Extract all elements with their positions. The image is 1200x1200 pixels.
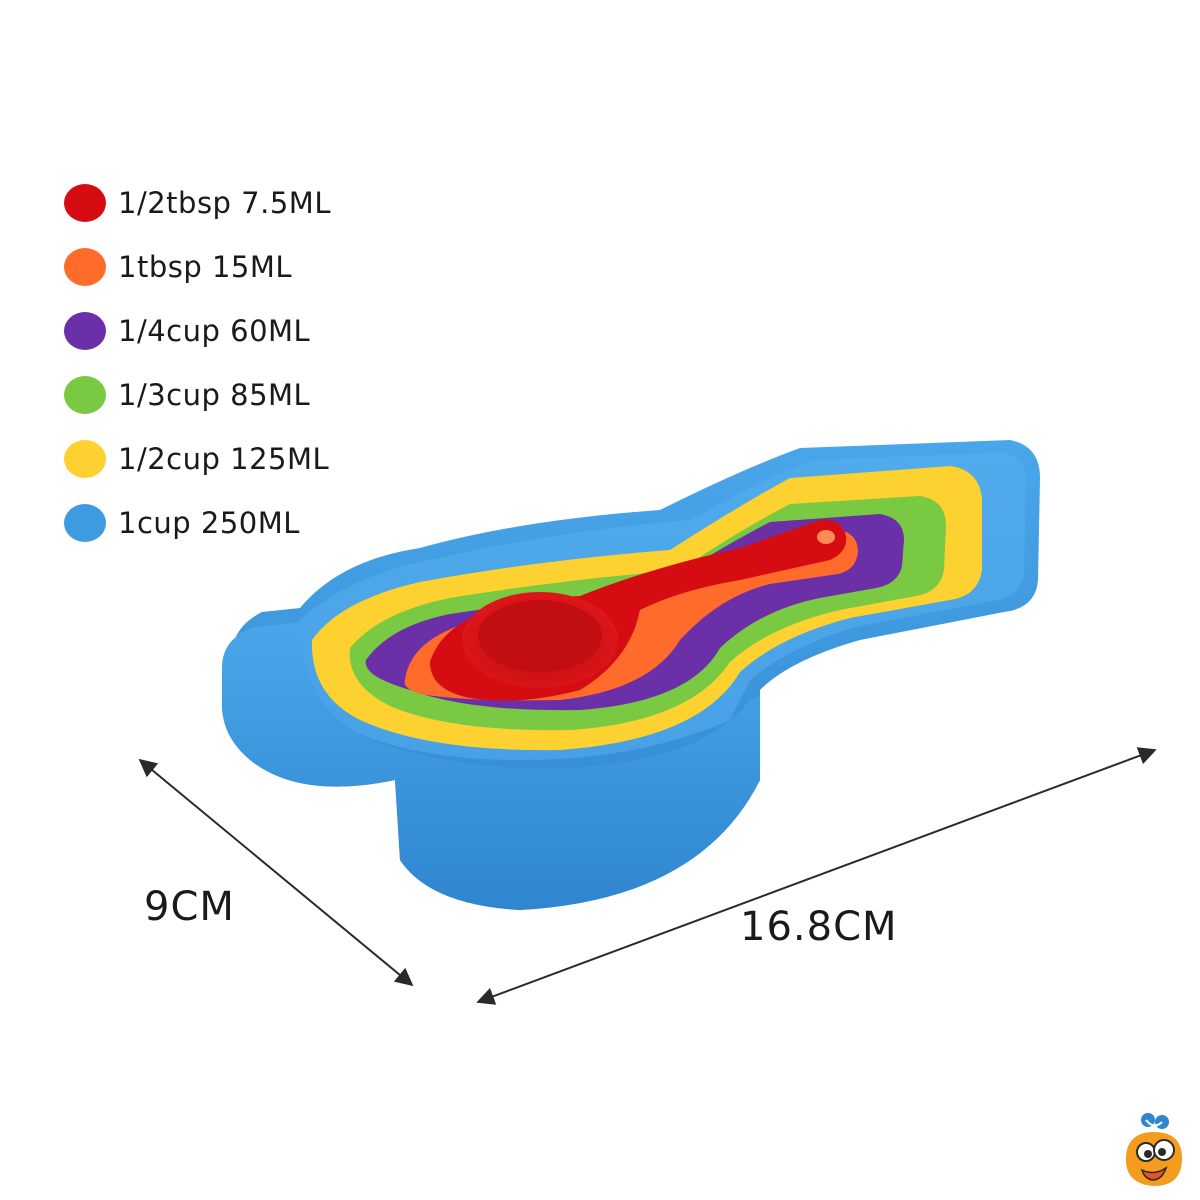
legend-item-tbsp: 1tbsp 15ML bbox=[60, 244, 480, 308]
legend-item-half-tbsp: 1/2tbsp 7.5ML bbox=[60, 180, 480, 244]
yellow-color-dot bbox=[64, 440, 106, 478]
legend-item-quarter-cup: 1/4cup 60ML bbox=[60, 308, 480, 372]
brand-mascot-logo bbox=[1125, 1113, 1182, 1186]
length-dimension-line bbox=[476, 747, 1157, 1005]
legend-item-half-cup: 1/2cup 125ML bbox=[60, 436, 480, 500]
capacity-legend: 1/2tbsp 7.5ML 1tbsp 15ML 1/4cup 60ML 1/3… bbox=[60, 180, 480, 564]
legend-label: 1/3cup 85ML bbox=[118, 378, 311, 412]
length-label: 16.8CM bbox=[740, 904, 898, 950]
red-spoon bbox=[430, 519, 847, 701]
orange-color-dot bbox=[64, 248, 106, 286]
legend-item-third-cup: 1/3cup 85ML bbox=[60, 372, 480, 436]
measuring-cups-image bbox=[221, 440, 1040, 910]
green-color-dot bbox=[64, 376, 106, 414]
width-label: 9CM bbox=[144, 884, 235, 930]
purple-color-dot bbox=[64, 312, 106, 350]
legend-label: 1tbsp 15ML bbox=[118, 250, 293, 284]
legend-item-cup: 1cup 250ML bbox=[60, 500, 480, 564]
legend-label: 1/2cup 125ML bbox=[118, 442, 330, 476]
legend-label: 1cup 250ML bbox=[118, 506, 300, 540]
width-dimension-line bbox=[138, 758, 414, 987]
blue-color-dot bbox=[64, 504, 106, 542]
legend-label: 1/4cup 60ML bbox=[118, 314, 311, 348]
red-color-dot bbox=[64, 184, 106, 222]
legend-label: 1/2tbsp 7.5ML bbox=[118, 186, 331, 220]
